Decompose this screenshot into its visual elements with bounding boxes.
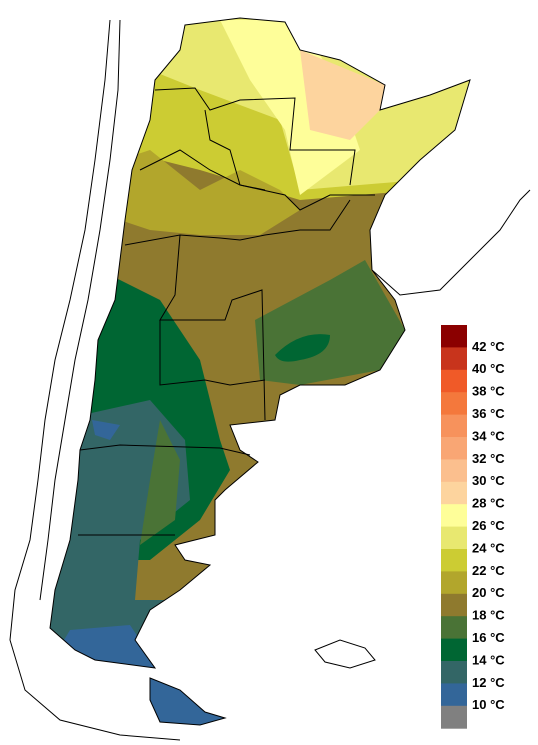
legend-swatch xyxy=(441,369,467,393)
legend-label: 40 °C xyxy=(472,361,505,376)
legend-label: 10 °C xyxy=(472,697,505,712)
legend-label: 24 °C xyxy=(472,540,505,555)
legend: 42 °C 40 °C 38 °C 36 °C 34 °C 32 °C 30 °C 28 °C… xyxy=(441,325,505,729)
legend-label: 14 °C xyxy=(472,652,505,667)
legend-swatch xyxy=(441,571,467,595)
islands xyxy=(314,639,376,669)
legend-swatch xyxy=(441,325,467,348)
legend-label: 20 °C xyxy=(472,585,505,600)
legend-label: 26 °C xyxy=(472,518,505,533)
legend-swatch xyxy=(441,392,467,416)
legend-label: 28 °C xyxy=(472,496,505,511)
legend-swatch xyxy=(441,549,467,572)
legend-label: 34 °C xyxy=(472,428,505,443)
legend-label: 16 °C xyxy=(472,630,505,645)
legend-label: 22 °C xyxy=(472,563,505,578)
legend-swatch xyxy=(441,616,467,640)
chile-border xyxy=(9,19,181,741)
legend-label: 18 °C xyxy=(472,608,505,623)
legend-label: 38 °C xyxy=(472,384,505,399)
legend-swatch xyxy=(441,638,467,662)
legend-swatch xyxy=(441,437,467,460)
neighbor-border xyxy=(371,189,531,296)
legend-swatch xyxy=(441,683,467,707)
legend-swatch xyxy=(441,661,467,684)
legend-swatch xyxy=(441,414,467,438)
legend-label: 30 °C xyxy=(472,473,505,488)
legend-label: 32 °C xyxy=(472,451,505,466)
legend-swatch xyxy=(441,504,467,528)
legend-swatch xyxy=(441,526,467,550)
legend-label: 36 °C xyxy=(472,406,505,421)
legend-label: 12 °C xyxy=(472,675,505,690)
provincial-borders xyxy=(49,17,471,726)
legend-swatch xyxy=(441,593,467,617)
legend-swatch xyxy=(441,481,467,505)
legend-swatch xyxy=(441,347,467,371)
legend-swatch xyxy=(441,459,467,483)
legend-label: 42 °C xyxy=(472,339,505,354)
chile-coast xyxy=(39,19,121,601)
legend-swatch xyxy=(441,705,467,729)
